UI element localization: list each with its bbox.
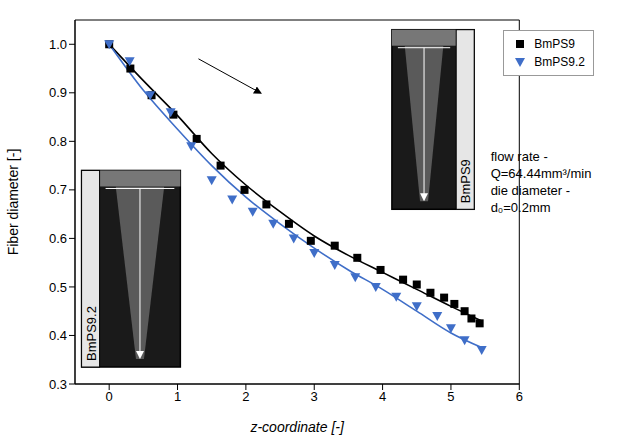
svg-text:1.0: 1.0 (49, 37, 67, 52)
html-text:BmPS9: BmPS9 (534, 37, 575, 51)
svg-text:2: 2 (242, 389, 249, 404)
svg-text:BmPS9: BmPS9 (458, 159, 473, 203)
svg-text:6: 6 (516, 389, 523, 404)
svg-text:1: 1 (174, 389, 181, 404)
html-text:BmPS9.2: BmPS9.2 (534, 55, 585, 69)
svg-text:z-coordinate [-]: z-coordinate [-] (249, 419, 344, 435)
svg-text:0.6: 0.6 (49, 231, 67, 246)
svg-text:4: 4 (379, 389, 386, 404)
svg-text:die diameter -: die diameter - (491, 183, 570, 198)
svg-text:0.9: 0.9 (49, 85, 67, 100)
svg-text:0.3: 0.3 (49, 377, 67, 392)
svg-text:0.5: 0.5 (49, 280, 67, 295)
svg-text:0.8: 0.8 (49, 134, 67, 149)
svg-text:d₀=0.2mm: d₀=0.2mm (491, 200, 551, 215)
svg-text:Q=64.44mm³/min: Q=64.44mm³/min (491, 166, 592, 181)
svg-text:BmPS9.2: BmPS9.2 (84, 306, 99, 361)
svg-text:3: 3 (311, 389, 318, 404)
svg-text:flow rate -: flow rate - (491, 149, 548, 164)
svg-text:0: 0 (106, 389, 113, 404)
svg-text:Fiber diameter [-]: Fiber diameter [-] (5, 149, 21, 256)
svg-text:5: 5 (447, 389, 454, 404)
svg-text:0.4: 0.4 (49, 328, 67, 343)
svg-text:0.7: 0.7 (49, 182, 67, 197)
